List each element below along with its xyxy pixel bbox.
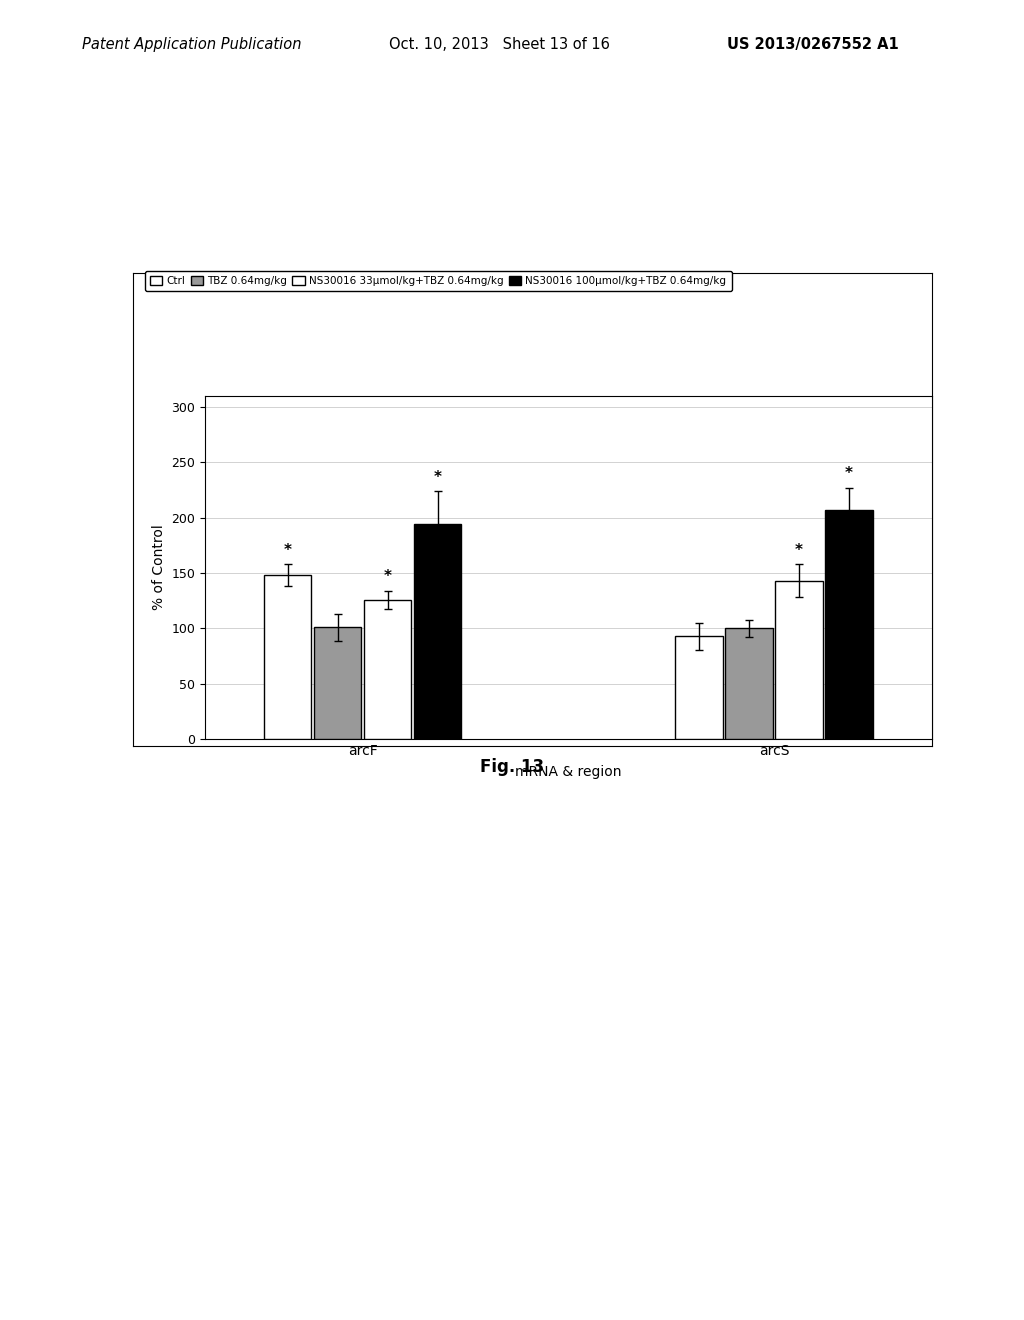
Bar xyxy=(775,581,823,739)
Text: Fig. 13: Fig. 13 xyxy=(480,758,544,776)
Text: *: * xyxy=(795,543,803,557)
X-axis label: mRNA & region: mRNA & region xyxy=(515,766,622,779)
Bar xyxy=(676,636,723,739)
Bar xyxy=(313,627,361,739)
Text: *: * xyxy=(384,569,391,585)
Text: US 2013/0267552 A1: US 2013/0267552 A1 xyxy=(727,37,899,51)
Bar xyxy=(364,599,412,739)
Bar xyxy=(825,510,872,739)
Bar xyxy=(264,576,311,739)
Bar xyxy=(414,524,461,739)
Text: *: * xyxy=(284,543,292,557)
Bar xyxy=(725,628,773,739)
Y-axis label: % of Control: % of Control xyxy=(152,525,166,610)
Text: Patent Application Publication: Patent Application Publication xyxy=(82,37,301,51)
Text: *: * xyxy=(845,466,853,482)
Text: Oct. 10, 2013   Sheet 13 of 16: Oct. 10, 2013 Sheet 13 of 16 xyxy=(389,37,610,51)
Legend: Ctrl, TBZ 0.64mg/kg, NS30016 33μmol/kg+TBZ 0.64mg/kg, NS30016 100μmol/kg+TBZ 0.6: Ctrl, TBZ 0.64mg/kg, NS30016 33μmol/kg+T… xyxy=(144,271,732,292)
Text: *: * xyxy=(433,470,441,484)
